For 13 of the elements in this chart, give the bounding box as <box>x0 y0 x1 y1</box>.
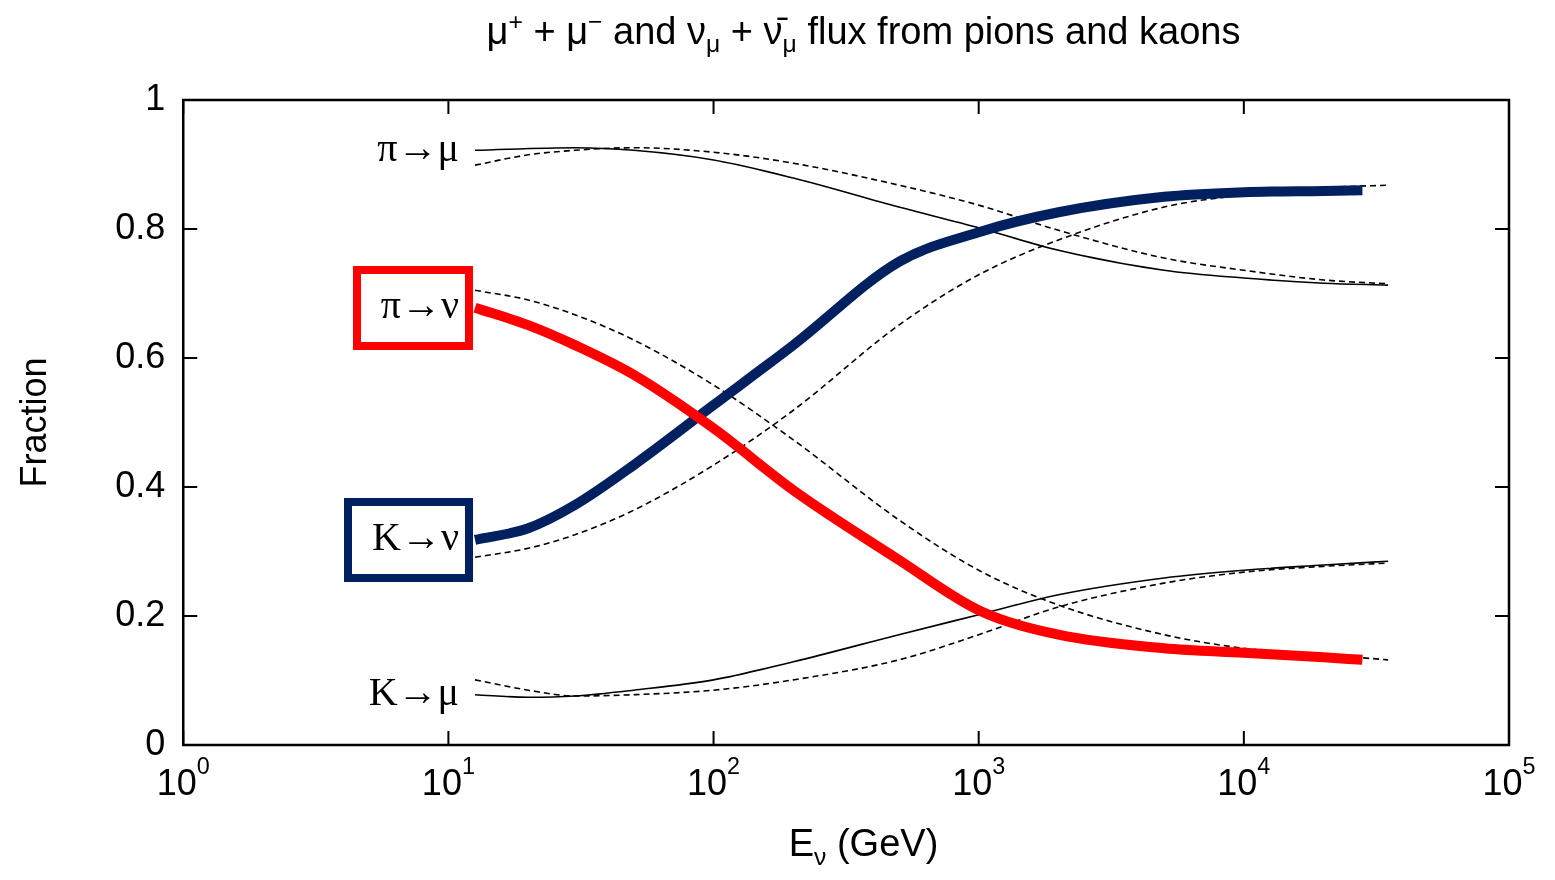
y-tick-label: 0.8 <box>115 205 166 247</box>
y-tick-label: 0.6 <box>115 334 166 376</box>
y-tick-label: 1 <box>145 76 166 118</box>
legend-label: π→μ <box>377 124 460 170</box>
chart-title: μ$^{+}$ + μ$^{−}$ and ν$_{μ}$ + ν̄$_{μ}$ flux from pions and kaons <box>486 8 1241 58</box>
y-tick-label: 0.4 <box>115 463 166 505</box>
series-label: K→ν <box>372 514 460 560</box>
series-label: K→μ <box>368 669 460 715</box>
y-tick-label: 0.2 <box>115 592 166 634</box>
x-axis-title: E$_{ν}$ (GeV) <box>787 822 940 871</box>
series-label: π→ν <box>380 282 460 328</box>
y-tick-label: 0 <box>145 721 166 763</box>
y-axis-title: Fraction <box>12 357 54 488</box>
